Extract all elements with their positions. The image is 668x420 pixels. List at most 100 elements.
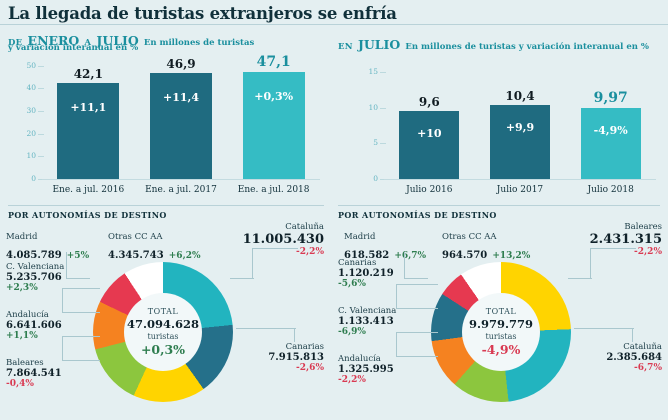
callout-variation: +2,3% (6, 283, 38, 293)
bar (399, 110, 460, 179)
donut-total-variation: -4,9% (481, 341, 521, 357)
callout-value: 4.345.743 (108, 250, 164, 261)
donut-callout-catalu-a: Cataluña 2.385.684 -6,7% (552, 342, 662, 373)
callout-leader-line (590, 248, 592, 278)
donut-total-unit: turistas (147, 331, 179, 341)
callout-variation: +1,1% (6, 331, 38, 341)
callout-value: 11.005.430 (242, 232, 324, 247)
callout-leader-line (568, 278, 592, 280)
callout-variation: +13,2% (492, 251, 531, 261)
donut-total-label: TOTAL (147, 306, 179, 316)
left-sub-desc: En millones de turistas (143, 38, 255, 48)
callout-variation: -6,9% (338, 327, 366, 337)
callout-leader-line (396, 284, 438, 286)
donut-callout-c-valenciana: C. Valenciana 5.235.706 +2,3% (6, 262, 64, 293)
bar-value-label: 47,1 (256, 54, 291, 71)
callout-name: C. Valenciana (338, 306, 397, 316)
y-axis-label: 40 (26, 83, 36, 93)
right-sub-desc: En millones de turistas y variación inte… (405, 42, 649, 52)
bar (150, 72, 212, 179)
callout-name: Andalucía (338, 354, 381, 364)
x-axis-category-label: Ene. a jul. 2018 (237, 185, 310, 195)
bar-inline-variation: +11,4 (162, 90, 199, 104)
callout-leader-line (406, 278, 428, 280)
x-axis-category-label: Ene. a jul. 2016 (52, 185, 125, 195)
header-divider (0, 24, 668, 25)
callout-value: 1.325.995 (338, 364, 394, 375)
callout-variation: -5,6% (338, 279, 366, 289)
y-axis-label: 0 (373, 174, 378, 183)
left-panel-subtitle: DE ENERO A JULIO En millones de turistas (8, 30, 254, 49)
callout-leader-line (62, 336, 100, 338)
callout-name: Cataluña (285, 222, 324, 232)
callout-leader-line (68, 278, 90, 280)
donut-callout-madrid: Madrid 4.085.789 +5% (6, 224, 89, 262)
callout-value: 7.864.541 (6, 368, 62, 379)
bar-inline-variation: +0,3% (254, 90, 294, 104)
x-axis-category-label: Julio 2018 (587, 185, 634, 195)
callout-value: 5.235.706 (6, 272, 62, 283)
callout-name: Canarias (338, 258, 377, 268)
bar-inline-variation: +10 (417, 126, 442, 140)
callout-name: Otras CC AA (108, 232, 163, 242)
left-sub-a: A (84, 38, 92, 48)
left-sub-de: DE (8, 38, 23, 48)
callout-leader-line (62, 312, 100, 314)
y-axis-tick (380, 179, 386, 180)
callout-variation: -2,2% (634, 247, 662, 257)
left-sub-julio: JULIO (96, 33, 139, 48)
bar-value-label: 9,6 (418, 94, 440, 109)
donut-callout-andaluc-a: Andalucía 6.641.606 +1,1% (6, 310, 62, 341)
callout-variation: -2,2% (338, 375, 366, 385)
donut-callout-c-valenciana: C. Valenciana 1.133.413 -6,9% (338, 306, 396, 337)
right-section-divider (338, 205, 660, 206)
donut-chart-enero-julio: TOTAL 47.094.628 turistas +0,3% Madrid 4.085.… (0, 222, 330, 420)
right-section-title: POR AUTONOMÍAS DE DESTINO (338, 210, 497, 220)
bar-inline-variation: +9,9 (505, 120, 535, 134)
callout-leader-line (396, 332, 398, 356)
y-axis-tick (38, 110, 44, 112)
callout-leader-line (396, 356, 438, 358)
callout-leader-line (404, 252, 409, 279)
callout-leader-line (62, 288, 100, 290)
bar-chart-enero-julio: 0 10 20 30 40 50 42,1 +11,1 Ene. a jul. 2016 46,9… (0, 54, 330, 195)
y-axis-label: 10 (368, 102, 378, 112)
callout-leader-line (252, 248, 298, 250)
callout-name: Andalucía (6, 310, 49, 320)
callout-variation: +5% (66, 251, 90, 261)
bar-value-label: 10,4 (505, 88, 535, 103)
donut-callout-canarias: Canarias 1.120.219 -5,6% (338, 258, 394, 289)
callout-name: Madrid (344, 232, 376, 242)
right-sub-en: EN (338, 42, 353, 52)
donut-callout-andaluc-a: Andalucía 1.325.995 -2,2% (338, 354, 394, 385)
donut-callout-canarias: Canarias 7.915.813 -2,6% (214, 342, 324, 373)
donut-center: TOTAL 47.094.628 turistas +0,3% (123, 292, 203, 372)
callout-value: 1.120.219 (338, 268, 394, 279)
callout-leader-line (294, 328, 296, 342)
callout-leader-line (62, 288, 64, 312)
bar-value-label: 46,9 (166, 56, 196, 71)
callout-variation: -0,4% (6, 379, 34, 389)
y-axis-tick (38, 133, 44, 135)
callout-name: Baleares (6, 358, 44, 368)
callout-name: Canarias (285, 342, 324, 352)
donut-callout-otras-cc-aa: Otras CC AA 4.345.743 +6,2% (108, 224, 201, 262)
callout-leader-line (252, 248, 254, 278)
y-axis-label: 0 (31, 174, 36, 183)
left-section-divider (8, 205, 324, 206)
left-sub-enero: ENERO (27, 33, 80, 48)
donut-callout-madrid: Madrid 618.582 +6,7% (344, 224, 426, 262)
callout-value: 964.570 (442, 250, 488, 261)
callout-leader-line (230, 278, 254, 280)
callout-value: 2.385.684 (606, 352, 662, 363)
y-axis-tick (38, 88, 44, 90)
bar-chart-julio: 0 5 10 15 9,6 +10 Julio 2016 10,4 +9,9 Julio 2017… (338, 55, 668, 195)
callout-variation: -2,6% (296, 363, 324, 373)
y-axis-label: 20 (26, 128, 36, 138)
callout-name: C. Valenciana (6, 262, 65, 272)
bar (580, 107, 641, 179)
x-axis-category-label: Julio 2017 (496, 185, 544, 195)
callout-variation: +6,2% (168, 251, 201, 261)
callout-name: Otras CC AA (442, 232, 497, 242)
